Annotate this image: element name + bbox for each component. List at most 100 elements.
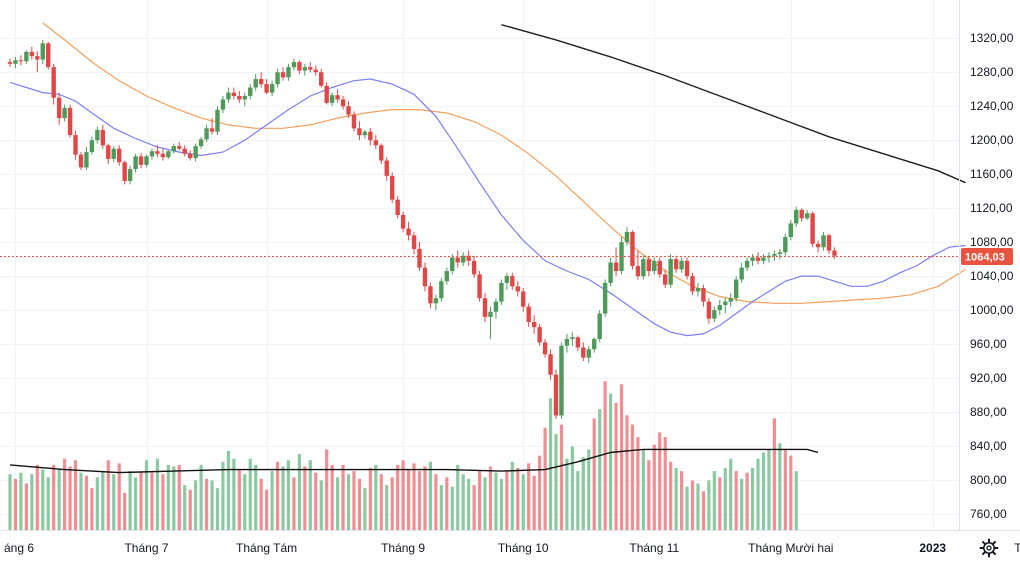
candle xyxy=(422,262,428,292)
candle xyxy=(804,209,810,221)
candle xyxy=(308,62,313,73)
volume-bar xyxy=(756,458,760,530)
volume-bar xyxy=(368,468,372,530)
volume-bar xyxy=(139,472,143,530)
candles xyxy=(7,39,837,419)
candle xyxy=(51,63,56,105)
volume-bar xyxy=(685,486,689,530)
volume-bar xyxy=(292,477,296,530)
volume-bar xyxy=(52,464,56,530)
candle xyxy=(280,67,286,81)
candle xyxy=(166,150,171,159)
volume-bar xyxy=(543,427,547,530)
candle-body xyxy=(95,130,100,141)
candle xyxy=(346,101,351,119)
candle xyxy=(619,237,624,275)
candle-body xyxy=(575,337,581,348)
candle-body xyxy=(570,337,575,339)
candle-body xyxy=(488,311,493,317)
volume-bar xyxy=(79,472,83,530)
candle xyxy=(657,257,662,278)
volume-bar xyxy=(521,474,525,530)
candle-body xyxy=(253,79,258,88)
candle-body xyxy=(482,298,488,317)
candle xyxy=(24,50,29,64)
candle-body xyxy=(772,254,777,256)
candle-body xyxy=(182,148,187,154)
gear-icon[interactable] xyxy=(978,537,1000,559)
candle-body xyxy=(657,260,662,275)
volume-bar xyxy=(488,466,493,530)
candle xyxy=(319,68,324,88)
candle-body xyxy=(51,67,56,98)
candle-body xyxy=(428,286,433,304)
candle xyxy=(526,303,531,328)
candle-body xyxy=(581,347,586,358)
candle xyxy=(395,196,400,219)
candle xyxy=(160,148,166,161)
candle xyxy=(608,257,613,287)
candle xyxy=(471,255,477,278)
candle-body xyxy=(690,276,695,292)
candle xyxy=(553,369,559,419)
volume-bar xyxy=(341,464,345,530)
candle-body xyxy=(269,84,275,93)
candle-body xyxy=(668,259,673,285)
price-axis[interactable]: 1320,00 1280,00 1240,00 1200,00 1160,00 1120,… xyxy=(970,31,1014,521)
candle xyxy=(89,136,95,155)
candle-body xyxy=(783,237,788,253)
volume-bar xyxy=(581,457,585,530)
volume-bar xyxy=(177,464,181,530)
candle-body xyxy=(624,231,630,243)
candle-body xyxy=(821,235,826,248)
volume-bar xyxy=(63,458,67,530)
volume-bar xyxy=(576,471,580,530)
candle xyxy=(652,257,657,275)
candle-body xyxy=(193,146,198,159)
volume-bar xyxy=(199,464,203,530)
candle xyxy=(133,153,138,173)
candle-body xyxy=(78,154,84,168)
volume-bar xyxy=(565,458,569,530)
candle xyxy=(488,306,493,339)
candle-body xyxy=(592,338,597,350)
candle-body xyxy=(728,298,733,302)
candle xyxy=(253,73,258,91)
volume-bar xyxy=(183,485,187,530)
candle xyxy=(390,172,395,204)
volume-bar xyxy=(112,474,116,530)
candle-body xyxy=(717,305,722,311)
candle xyxy=(755,252,761,265)
volume-bar xyxy=(215,488,220,530)
candle xyxy=(95,126,100,144)
volume-bar xyxy=(652,444,656,530)
candle-body xyxy=(417,248,422,268)
candle xyxy=(198,136,204,149)
candle-body xyxy=(89,140,95,153)
volume-bar xyxy=(701,491,706,530)
volume-bar xyxy=(35,464,39,530)
volume-bar xyxy=(417,471,422,530)
volume-bar xyxy=(625,415,629,530)
candle xyxy=(291,58,297,71)
price-tick-label: 1160,00 xyxy=(970,167,1013,181)
candle xyxy=(411,231,417,255)
candle xyxy=(630,230,635,270)
candle xyxy=(673,255,679,273)
volume-bar xyxy=(794,471,798,530)
time-axis[interactable]: áng 6 Tháng 7 Tháng Tám Tháng 9 Tháng 10 Thán… xyxy=(4,541,1020,555)
candle xyxy=(815,240,821,253)
candle-body xyxy=(515,286,520,292)
candle xyxy=(695,282,701,297)
candle-body xyxy=(248,87,253,97)
candle xyxy=(548,349,553,380)
candle xyxy=(717,299,722,316)
volume-bar xyxy=(390,477,394,530)
candle-body xyxy=(56,97,62,119)
volume-bar xyxy=(123,492,127,530)
volume-bar xyxy=(363,488,367,530)
candle xyxy=(499,279,504,306)
volume-bar xyxy=(308,460,312,530)
volume-bar xyxy=(456,464,460,530)
